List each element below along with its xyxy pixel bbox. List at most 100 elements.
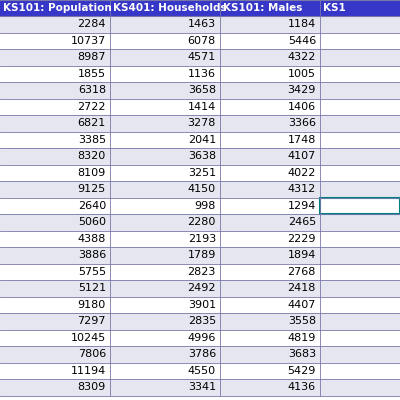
Bar — [320, 346, 400, 362]
Text: 2722: 2722 — [78, 102, 106, 112]
Text: 10737: 10737 — [71, 36, 106, 46]
Text: 9125: 9125 — [78, 184, 106, 194]
Bar — [110, 32, 220, 49]
Text: 6821: 6821 — [78, 118, 106, 128]
Bar — [220, 247, 320, 264]
Bar — [220, 264, 320, 280]
Bar — [110, 280, 220, 296]
Bar — [220, 164, 320, 181]
Bar — [0, 148, 110, 164]
Text: 2835: 2835 — [188, 316, 216, 326]
Text: 4107: 4107 — [288, 151, 316, 161]
Bar — [0, 264, 110, 280]
Text: 3366: 3366 — [288, 118, 316, 128]
Bar — [110, 115, 220, 132]
Bar — [0, 0, 110, 16]
Bar — [220, 230, 320, 247]
Bar — [0, 82, 110, 98]
Bar — [320, 362, 400, 379]
Bar — [220, 32, 320, 49]
Bar — [220, 132, 320, 148]
Bar — [110, 0, 220, 16]
Text: 2418: 2418 — [288, 283, 316, 293]
Text: 4022: 4022 — [288, 168, 316, 178]
Bar — [320, 296, 400, 313]
Bar — [320, 98, 400, 115]
Bar — [220, 379, 320, 396]
Text: 3901: 3901 — [188, 300, 216, 310]
Bar — [110, 362, 220, 379]
Text: 1184: 1184 — [288, 19, 316, 29]
Bar — [320, 330, 400, 346]
Bar — [320, 66, 400, 82]
Text: 8309: 8309 — [78, 382, 106, 392]
Text: 2823: 2823 — [188, 267, 216, 277]
Text: 4312: 4312 — [288, 184, 316, 194]
Text: 3786: 3786 — [188, 349, 216, 359]
Bar — [0, 198, 110, 214]
Text: 3429: 3429 — [288, 85, 316, 95]
Text: 11194: 11194 — [71, 366, 106, 376]
Bar — [220, 0, 320, 16]
Bar — [110, 264, 220, 280]
Bar — [320, 379, 400, 396]
Text: 9180: 9180 — [78, 300, 106, 310]
Bar — [0, 98, 110, 115]
Text: 4550: 4550 — [188, 366, 216, 376]
Bar — [110, 214, 220, 230]
Bar — [110, 16, 220, 32]
Text: 2284: 2284 — [78, 19, 106, 29]
Bar — [0, 296, 110, 313]
Text: 1463: 1463 — [188, 19, 216, 29]
Bar — [0, 379, 110, 396]
Bar — [0, 313, 110, 330]
Bar — [320, 198, 400, 214]
Bar — [110, 379, 220, 396]
Text: 3341: 3341 — [188, 382, 216, 392]
Bar — [320, 313, 400, 330]
Bar — [220, 66, 320, 82]
Text: 5121: 5121 — [78, 283, 106, 293]
Bar — [110, 181, 220, 198]
Text: 7806: 7806 — [78, 349, 106, 359]
Bar — [220, 148, 320, 164]
Text: 8320: 8320 — [78, 151, 106, 161]
Bar — [110, 148, 220, 164]
Bar — [220, 82, 320, 98]
Bar — [0, 132, 110, 148]
Bar — [110, 198, 220, 214]
Bar — [220, 115, 320, 132]
Text: 1894: 1894 — [288, 250, 316, 260]
Text: 10245: 10245 — [71, 333, 106, 343]
Bar — [0, 66, 110, 82]
Text: 2229: 2229 — [288, 234, 316, 244]
Text: 5429: 5429 — [288, 366, 316, 376]
Bar — [320, 0, 400, 16]
Text: 5755: 5755 — [78, 267, 106, 277]
Bar — [220, 98, 320, 115]
Bar — [0, 16, 110, 32]
Bar — [220, 181, 320, 198]
Text: 1136: 1136 — [188, 69, 216, 79]
Text: 4150: 4150 — [188, 184, 216, 194]
Bar — [110, 82, 220, 98]
Text: 8109: 8109 — [78, 168, 106, 178]
Text: 1294: 1294 — [288, 201, 316, 211]
Bar — [0, 230, 110, 247]
Text: 4388: 4388 — [78, 234, 106, 244]
Text: 3385: 3385 — [78, 135, 106, 145]
Text: 1406: 1406 — [288, 102, 316, 112]
Text: 6078: 6078 — [188, 36, 216, 46]
Text: 4571: 4571 — [188, 52, 216, 62]
Bar — [320, 82, 400, 98]
Bar — [110, 66, 220, 82]
Text: 7297: 7297 — [78, 316, 106, 326]
Bar — [320, 247, 400, 264]
Text: 3886: 3886 — [78, 250, 106, 260]
Text: 3683: 3683 — [288, 349, 316, 359]
Bar — [320, 214, 400, 230]
Text: 2768: 2768 — [288, 267, 316, 277]
Text: 1748: 1748 — [288, 135, 316, 145]
Text: 2193: 2193 — [188, 234, 216, 244]
Text: 1005: 1005 — [288, 69, 316, 79]
